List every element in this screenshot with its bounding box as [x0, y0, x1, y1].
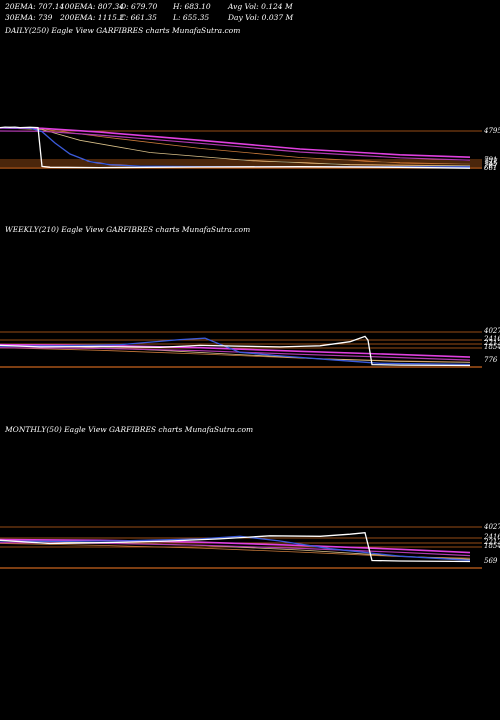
stat-open: O: 679.70: [120, 2, 158, 11]
series-price: [0, 126, 471, 169]
stat-avg-vol: Avg Vol: 0.124 M: [228, 2, 293, 11]
level-label: 1854: [484, 542, 500, 550]
level-label: 745: [484, 160, 498, 168]
level-label: 661: [484, 164, 497, 172]
series-ema-short: [0, 127, 471, 167]
stat-ema100: 100EMA: 807.34: [60, 2, 125, 11]
stat-high: H: 683.10: [173, 2, 211, 11]
series-ema-mid: [0, 347, 471, 363]
level-label: 4795: [483, 127, 500, 135]
stat-day-vol: Day Vol: 0.037 M: [228, 13, 294, 22]
weekly-chart-title: WEEKLY(210) Eagle View GARFIBRES charts …: [5, 225, 251, 234]
stat-ema30: 30EMA: 739: [5, 13, 53, 22]
level-label: 4027: [483, 327, 500, 335]
monthly-chart: 4027 241622121854 569: [0, 523, 500, 569]
stat-ema20: 20EMA: 707.14: [5, 2, 65, 11]
stats-header: 20EMA: 707.14 100EMA: 807.34 O: 679.70 H…: [0, 0, 500, 24]
series-ema-long: [0, 127, 471, 158]
monthly-chart-title: MONTHLY(50) Eagle View GARFIBRES charts …: [5, 425, 254, 434]
series-ema-long: [0, 538, 471, 554]
level-label: 2212: [483, 538, 500, 546]
level-label: 707: [484, 162, 498, 170]
series-ema-long-band: [0, 347, 471, 361]
level-label: 569: [484, 557, 498, 565]
weekly-chart: 4027241622121854 776: [0, 327, 500, 368]
stat-close: C: 661.35: [120, 13, 157, 22]
level-label: 777: [484, 158, 498, 166]
stat-low: L: 655.35: [173, 13, 210, 22]
level-label: 2416: [483, 335, 500, 343]
stat-ema200: 200EMA: 1115.2: [60, 13, 125, 22]
level-label: 791: [484, 156, 497, 164]
level-label: 1854: [484, 343, 500, 351]
series-price: [0, 335, 471, 367]
level-label: 4027: [483, 523, 500, 531]
series-ema20: [0, 535, 471, 561]
level-label: 776: [484, 356, 498, 364]
series-price: [0, 531, 471, 563]
daily-chart-title: DAILY(250) Eagle View GARFIBRES charts M…: [5, 26, 241, 35]
level-label: 2416: [483, 533, 500, 541]
level-label: 2212: [483, 339, 500, 347]
